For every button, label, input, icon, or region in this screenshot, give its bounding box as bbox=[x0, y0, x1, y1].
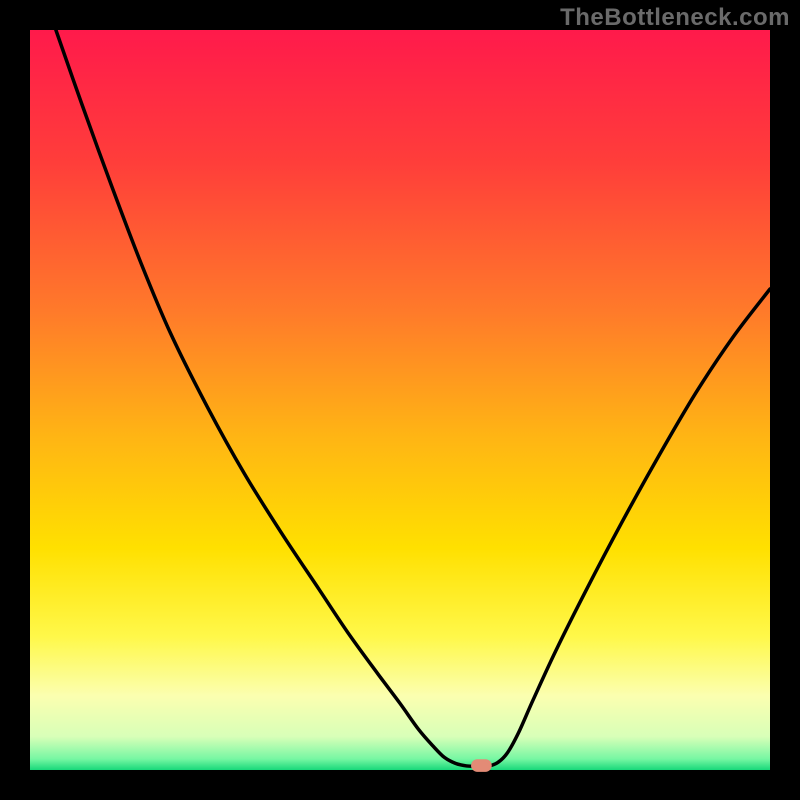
chart-stage: TheBottleneck.com bbox=[0, 0, 800, 800]
chart-plot-area bbox=[30, 30, 770, 770]
source-watermark: TheBottleneck.com bbox=[560, 4, 790, 32]
optimal-point-marker bbox=[471, 759, 492, 772]
bottleneck-chart bbox=[0, 0, 800, 800]
